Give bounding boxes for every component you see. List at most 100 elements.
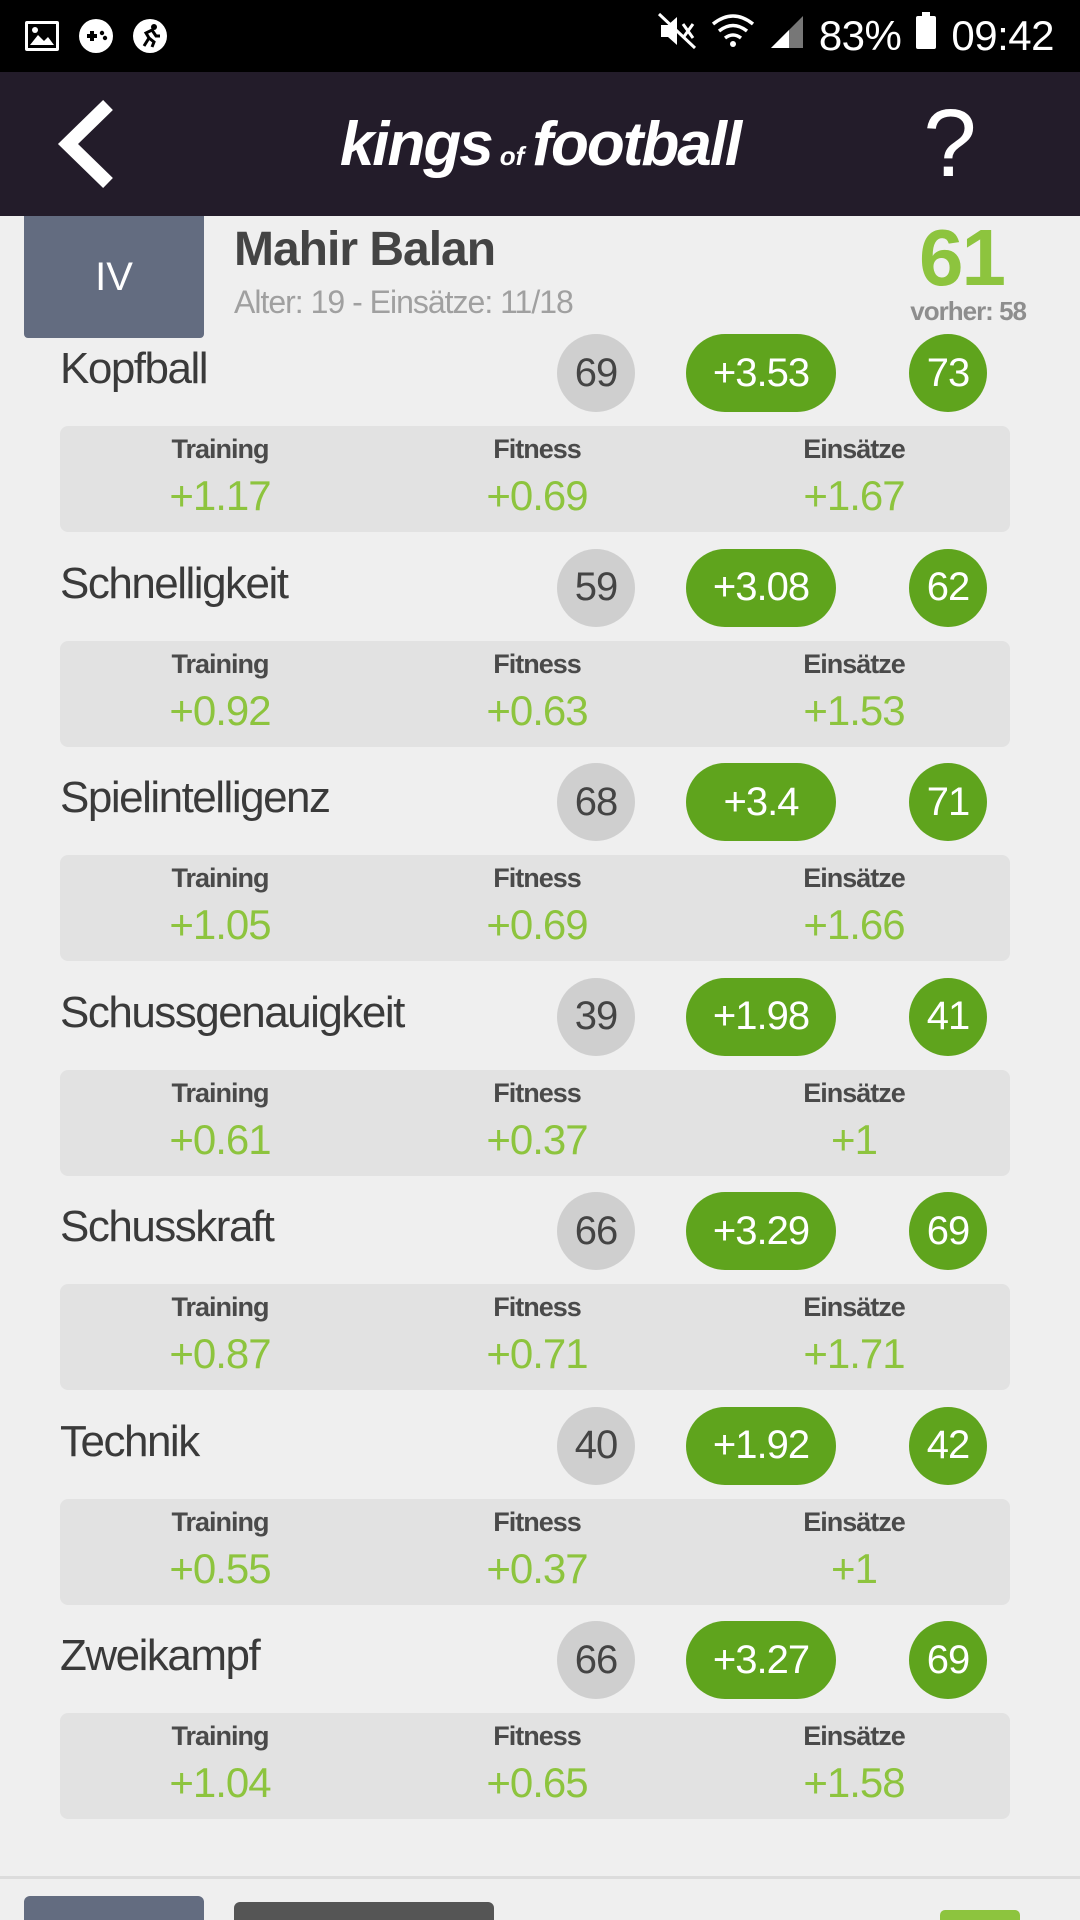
app-logo: kings of football	[339, 109, 742, 180]
attribute-row: Kopfball 69 +3.53 73 Training +1.17 Fitn…	[0, 324, 1080, 538]
attribute-delta-badge: +1.98	[686, 977, 836, 1056]
fitness-value: +0.37	[486, 1544, 588, 1592]
logo-of: of	[499, 140, 525, 171]
list-divider	[0, 1876, 1080, 1879]
einsaetze-value: +1.58	[803, 1759, 905, 1806]
attribute-delta-badge: +3.29	[686, 1192, 836, 1270]
einsaetze-value: +1.71	[803, 1330, 905, 1377]
attribute-current-value: 39	[557, 977, 635, 1056]
attribute-name: Schusskraft	[60, 1202, 275, 1251]
fitness-value: +0.37	[486, 1115, 588, 1163]
breakdown-fitness: Fitness +0.65	[387, 1713, 687, 1819]
einsaetze-label: Einsätze	[803, 1292, 906, 1322]
back-button[interactable]	[36, 94, 136, 194]
status-bar-notifications	[24, 18, 168, 54]
status-bar: 83% 09:42	[0, 0, 1080, 72]
breakdown-fitness: Fitness +0.69	[387, 855, 687, 961]
training-value: +1.17	[169, 472, 271, 519]
attribute-name: Schussgenauigkeit	[60, 987, 405, 1037]
training-value: +1.04	[169, 1759, 271, 1806]
breakdown-einsaetze: Einsätze +1	[704, 1499, 1004, 1605]
breakdown-training: Training +1.05	[70, 855, 370, 961]
fitness-label: Fitness	[493, 648, 582, 679]
attribute-new-value: 62	[909, 548, 987, 627]
help-button[interactable]: ?	[923, 90, 977, 197]
attribute-current-value: 40	[557, 1406, 635, 1485]
chevron-left-icon	[57, 99, 113, 189]
logo-football: football	[532, 109, 742, 179]
attribute-delta-badge: +3.53	[686, 334, 836, 412]
breakdown-training: Training +0.92	[70, 641, 370, 747]
breakdown-fitness: Fitness +0.37	[387, 1070, 687, 1176]
einsaetze-value: +1	[831, 1544, 878, 1592]
einsaetze-value: +1	[831, 1115, 878, 1163]
breakdown-fitness: Fitness +0.63	[387, 641, 687, 747]
fitness-label: Fitness	[493, 1721, 582, 1751]
breakdown-fitness: Fitness +0.69	[387, 426, 687, 532]
fitness-value: +0.65	[486, 1759, 588, 1806]
einsaetze-label: Einsätze	[803, 434, 906, 464]
fitness-value: +0.69	[486, 901, 588, 948]
attribute-new-value: 41	[909, 977, 987, 1056]
attribute-current-value: 59	[557, 548, 635, 627]
attribute-breakdown: Training +0.61 Fitness +0.37 Einsätze +1	[60, 1069, 1010, 1176]
einsaetze-label: Einsätze	[803, 1721, 906, 1751]
fitness-value: +0.63	[486, 686, 588, 734]
attribute-row: Zweikampf 66 +3.27 69 Training +1.04 Fit…	[0, 1611, 1080, 1825]
breakdown-training: Training +0.87	[70, 1284, 370, 1390]
attribute-delta-badge: +3.27	[686, 1621, 836, 1699]
next-position-badge	[24, 1896, 204, 1920]
attribute-new-value: 73	[909, 334, 987, 412]
training-label: Training	[171, 434, 269, 464]
attribute-current-value: 69	[557, 334, 635, 412]
breakdown-training: Training +1.04	[70, 1713, 370, 1819]
attribute-row: Schussgenauigkeit 39 +1.98 41 Training +…	[0, 968, 1080, 1182]
image-icon	[24, 18, 60, 54]
status-bar-system: 83% 09:42	[657, 12, 1054, 60]
player-name: Mahir Balan	[234, 223, 496, 276]
training-label: Training	[171, 1721, 269, 1751]
mute-icon	[657, 12, 697, 60]
training-value: +0.87	[169, 1330, 271, 1377]
fitness-label: Fitness	[493, 434, 582, 464]
attribute-current-value: 68	[557, 763, 635, 841]
training-label: Training	[171, 863, 269, 893]
next-player-name	[234, 1902, 494, 1920]
attribute-breakdown: Training +1.17 Fitness +0.69 Einsätze +1…	[60, 426, 1010, 532]
attribute-delta-badge: +3.4	[686, 763, 836, 841]
clock: 09:42	[951, 12, 1054, 59]
game-icon	[78, 18, 114, 54]
einsaetze-value: +1.66	[803, 901, 905, 948]
position-badge: IV	[24, 216, 204, 338]
attribute-breakdown: Training +1.05 Fitness +0.69 Einsätze +1…	[60, 855, 1010, 961]
fitness-value: +0.71	[486, 1330, 588, 1377]
battery-icon	[915, 12, 937, 60]
attribute-row: Schusskraft 66 +3.29 69 Training +0.87 F…	[0, 1182, 1080, 1396]
battery-percent: 83%	[818, 12, 902, 59]
attribute-name: Kopfball	[60, 344, 209, 393]
attribute-row: Spielintelligenz 68 +3.4 71 Training +1.…	[0, 753, 1080, 967]
attribute-delta-badge: +1.92	[686, 1406, 836, 1485]
player-meta: Alter: 19 - Einsätze: 11/18	[234, 284, 574, 320]
breakdown-einsaetze: Einsätze +1.53	[704, 641, 1004, 747]
player-previous-rating: vorher: 58	[910, 296, 1027, 326]
attribute-breakdown: Training +0.55 Fitness +0.37 Einsätze +1	[60, 1498, 1010, 1605]
logo-kings: kings	[339, 109, 494, 179]
breakdown-fitness: Fitness +0.37	[387, 1499, 687, 1605]
einsaetze-value: +1.53	[803, 686, 905, 734]
player-detail[interactable]: IV Mahir Balan Alter: 19 - Einsätze: 11/…	[0, 216, 1080, 1920]
wifi-icon	[711, 12, 755, 60]
einsaetze-label: Einsätze	[803, 1077, 906, 1108]
attribute-new-value: 69	[909, 1192, 987, 1270]
attribute-current-value: 66	[557, 1192, 635, 1270]
attribute-row: Technik 40 +1.92 42 Training +0.55 Fitne…	[0, 1397, 1080, 1611]
breakdown-einsaetze: Einsätze +1	[704, 1070, 1004, 1176]
einsaetze-label: Einsätze	[803, 863, 906, 893]
breakdown-fitness: Fitness +0.71	[387, 1284, 687, 1390]
fitness-label: Fitness	[493, 863, 582, 893]
training-value: +0.55	[169, 1544, 271, 1592]
attribute-name: Zweikampf	[60, 1631, 261, 1680]
attribute-new-value: 42	[909, 1406, 987, 1485]
training-label: Training	[171, 1506, 269, 1537]
einsaetze-value: +1.67	[803, 472, 905, 519]
